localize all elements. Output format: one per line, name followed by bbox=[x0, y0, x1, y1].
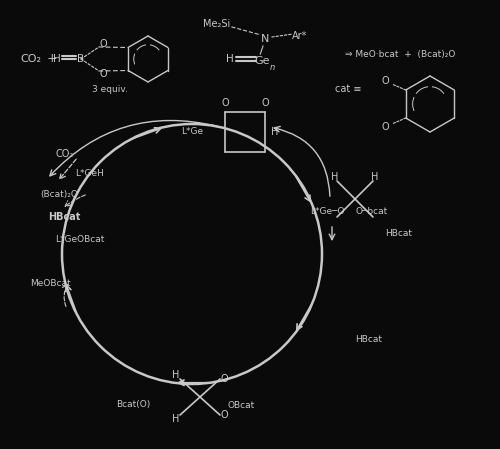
Text: N: N bbox=[261, 34, 269, 44]
Text: H: H bbox=[172, 414, 180, 424]
Text: HBcat: HBcat bbox=[385, 229, 412, 238]
Text: CO₂: CO₂ bbox=[20, 54, 41, 64]
Text: CO₂: CO₂ bbox=[55, 149, 73, 159]
Text: O: O bbox=[220, 374, 228, 384]
Text: HBcat: HBcat bbox=[355, 335, 382, 343]
Text: O: O bbox=[261, 98, 269, 108]
Text: 3 equiv.: 3 equiv. bbox=[92, 84, 128, 93]
Text: Ar*: Ar* bbox=[292, 31, 308, 41]
Text: O─bcat: O─bcat bbox=[355, 207, 387, 216]
Text: L*Ge─O: L*Ge─O bbox=[310, 207, 344, 216]
Text: O: O bbox=[220, 410, 228, 420]
Text: O: O bbox=[99, 39, 107, 49]
Text: MeOBcat: MeOBcat bbox=[30, 279, 70, 289]
Text: H: H bbox=[332, 172, 338, 182]
Text: O: O bbox=[221, 98, 229, 108]
Text: L*Ge: L*Ge bbox=[181, 128, 203, 136]
Text: cat ≡: cat ≡ bbox=[335, 84, 361, 94]
Text: H: H bbox=[272, 127, 278, 137]
Text: O: O bbox=[382, 122, 390, 132]
Text: H: H bbox=[53, 54, 61, 64]
Text: L*GeOBcat: L*GeOBcat bbox=[55, 234, 104, 243]
Text: n: n bbox=[270, 63, 274, 72]
Text: Ge: Ge bbox=[254, 56, 270, 66]
Text: O: O bbox=[99, 69, 107, 79]
Text: H: H bbox=[172, 370, 180, 380]
Text: H: H bbox=[372, 172, 378, 182]
Text: OBcat: OBcat bbox=[228, 401, 256, 409]
Text: L*GeH: L*GeH bbox=[75, 170, 104, 179]
Text: B: B bbox=[78, 54, 84, 64]
Text: Bcat(O): Bcat(O) bbox=[116, 401, 150, 409]
Text: H: H bbox=[226, 54, 234, 64]
Text: +: + bbox=[46, 53, 58, 66]
Text: HBcat: HBcat bbox=[48, 212, 80, 222]
Text: Me₂Si: Me₂Si bbox=[203, 19, 230, 29]
Text: (Bcat)₂O: (Bcat)₂O bbox=[40, 189, 78, 198]
Text: O: O bbox=[382, 76, 390, 86]
Text: ⇒ MeO·bcat  +  (Bcat)₂O: ⇒ MeO·bcat + (Bcat)₂O bbox=[345, 49, 456, 58]
